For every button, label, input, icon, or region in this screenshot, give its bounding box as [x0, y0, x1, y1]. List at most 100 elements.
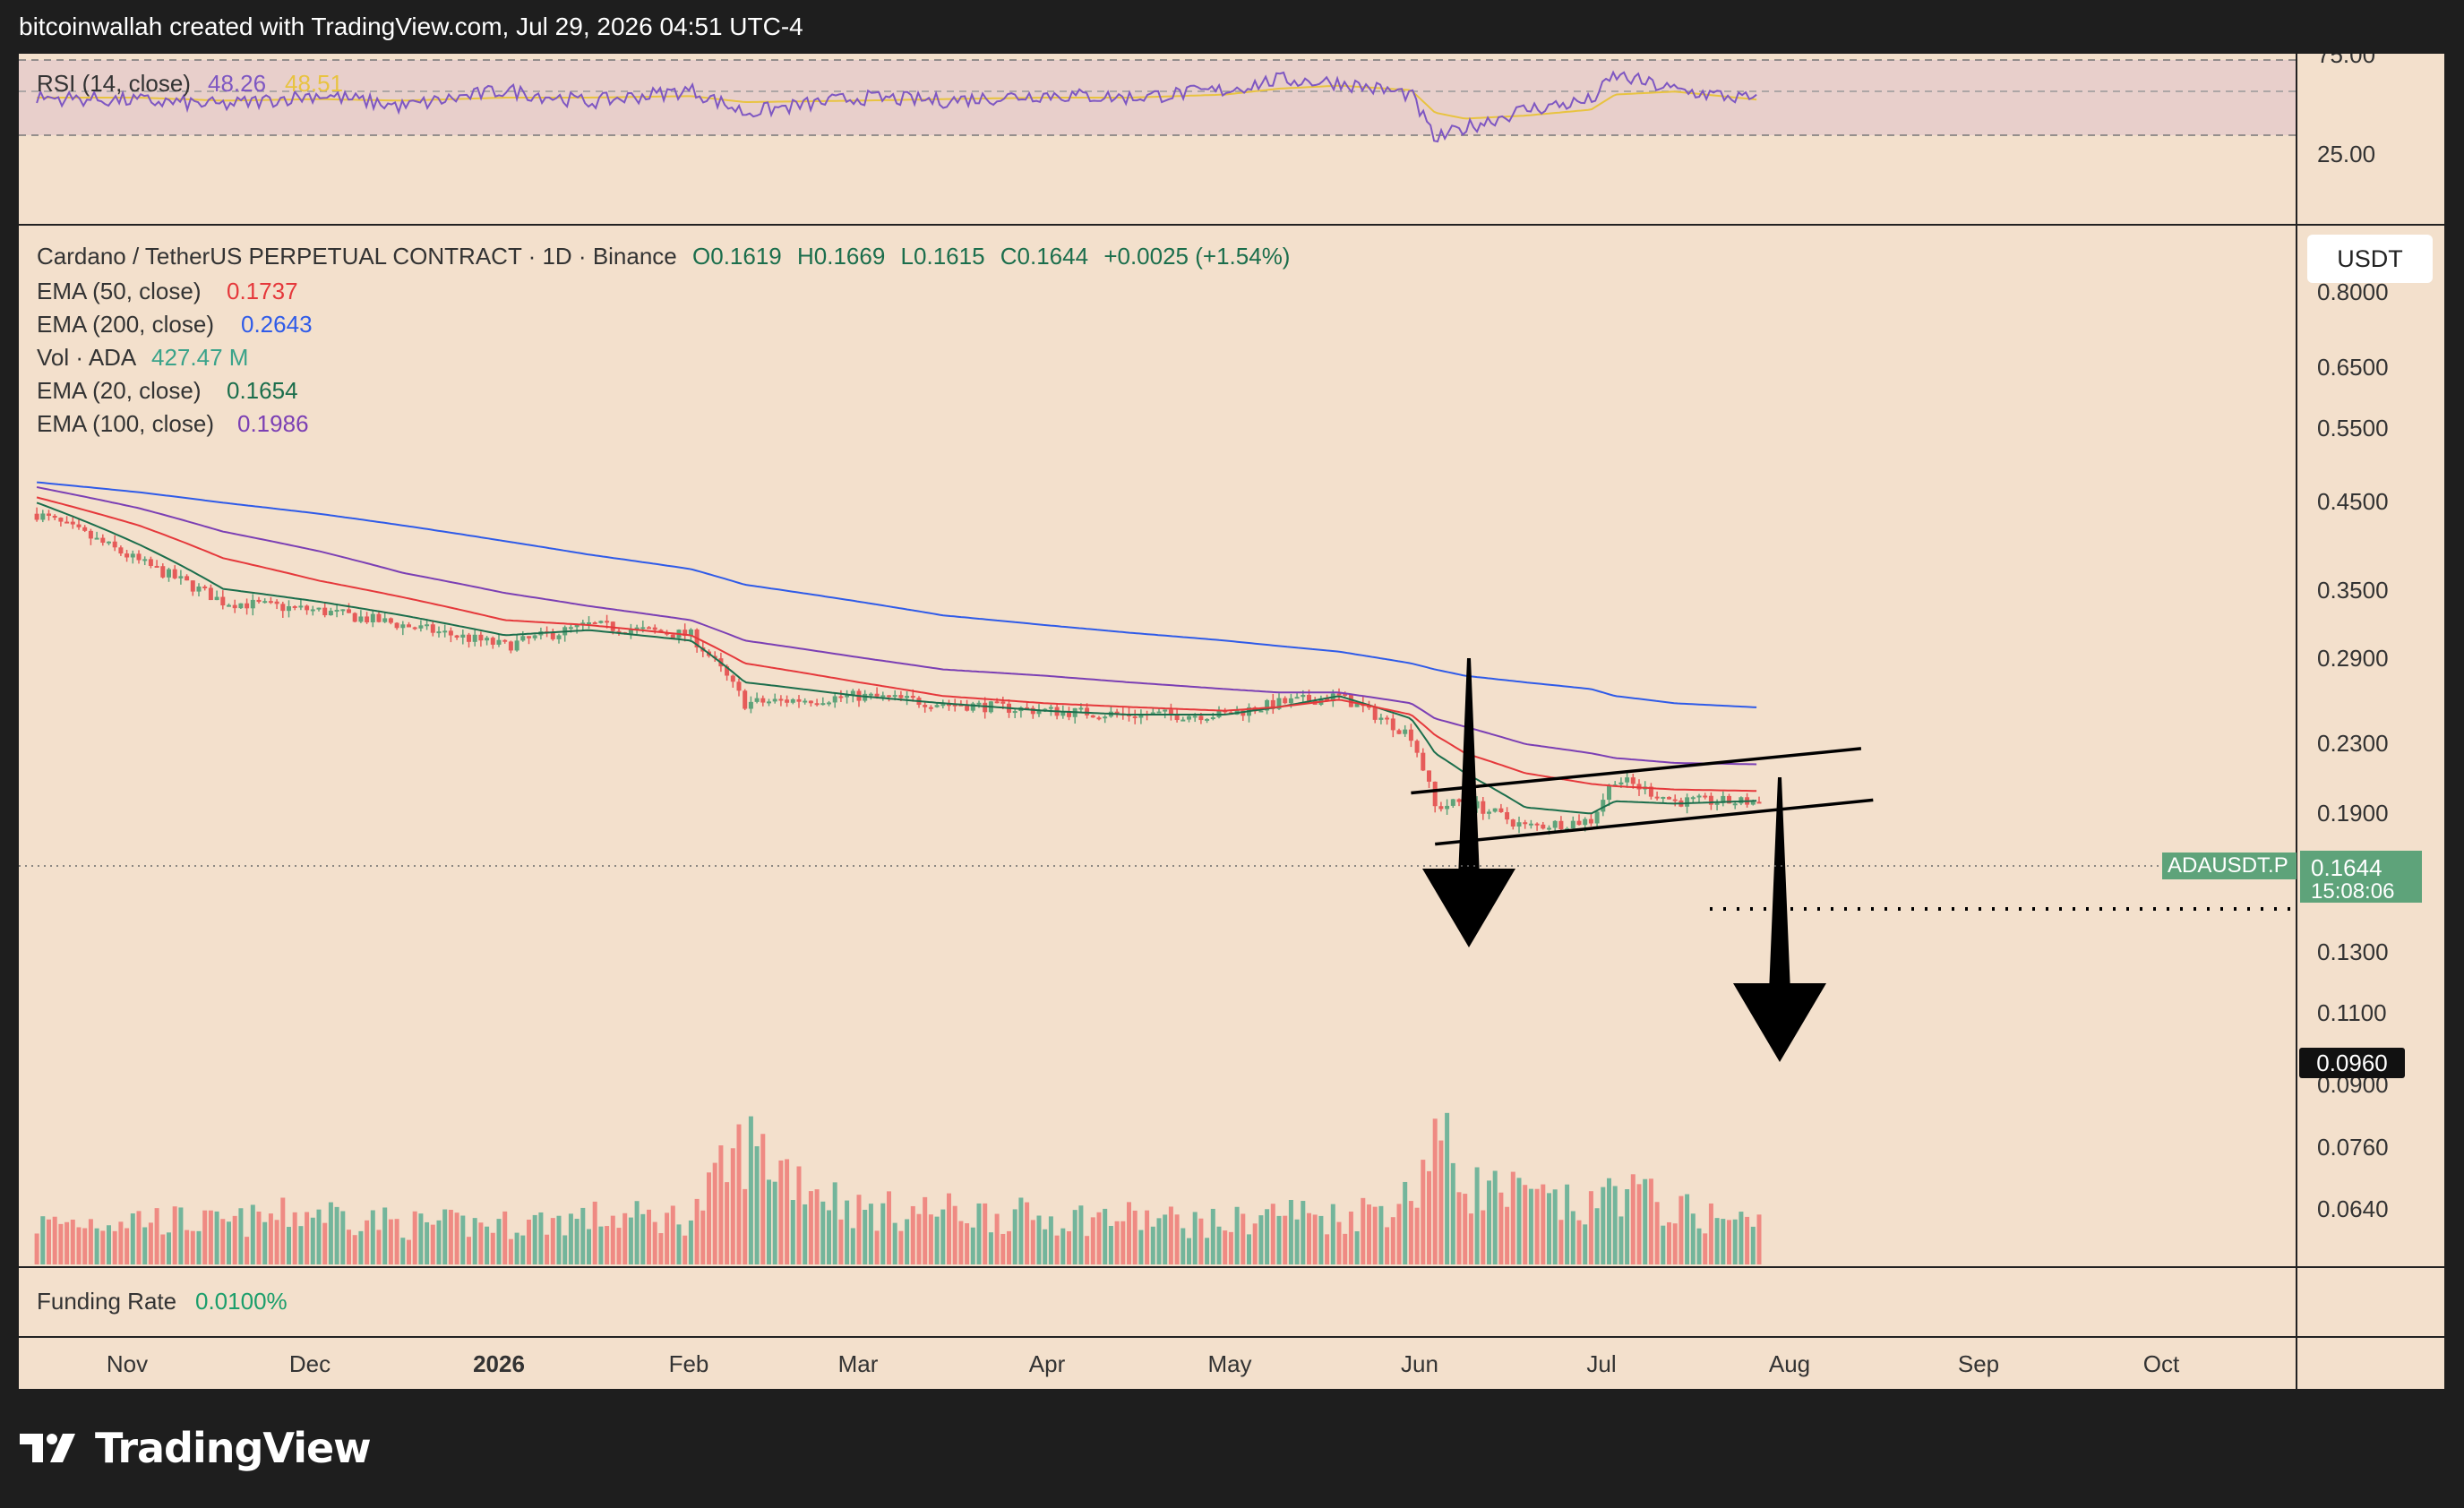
volume-bar [1054, 1235, 1060, 1264]
candle-body [1445, 805, 1450, 810]
volume-bar [1330, 1204, 1335, 1264]
volume-bar [227, 1221, 231, 1264]
price-tick: 0.3500 [2317, 577, 2389, 604]
month-tick: Feb [668, 1350, 709, 1377]
volume-bar [376, 1230, 382, 1264]
candle-body [1528, 823, 1533, 826]
volume-bar [856, 1195, 862, 1264]
candle-body [1558, 820, 1564, 830]
candle-body [1103, 716, 1108, 719]
volume-bar [1180, 1228, 1186, 1264]
price-tick: 0.1300 [2317, 938, 2389, 965]
candle-body [1408, 729, 1413, 741]
candle-body [1630, 777, 1636, 784]
volume-bar [400, 1238, 406, 1264]
candle-body [845, 695, 850, 698]
volume-bar [665, 1212, 670, 1264]
volume-bar [220, 1219, 226, 1264]
volume-bar [1468, 1213, 1473, 1264]
rsi-label: RSI (14, close) [37, 70, 191, 97]
volume-bar [1654, 1202, 1660, 1264]
volume-bar [256, 1212, 262, 1264]
month-tick: Sep [1957, 1350, 2000, 1377]
volume-bar [34, 1233, 39, 1264]
candle-body [1432, 781, 1438, 807]
candle-body [232, 604, 237, 609]
volume-bar [442, 1209, 448, 1264]
candle-body [1714, 802, 1720, 805]
chart-canvas[interactable] [19, 54, 2444, 1389]
volume-bar [130, 1213, 135, 1264]
candle-body [425, 624, 430, 627]
volume-bar [1396, 1204, 1402, 1264]
volume-bar [1060, 1228, 1066, 1264]
volume-bar [1018, 1197, 1024, 1264]
volume-bar [983, 1203, 988, 1264]
chart-area[interactable]: RSI (14, close) 48.26 48.51 75.00 25.00 … [19, 54, 2444, 1389]
candle-body [178, 576, 184, 578]
candle-body [1060, 711, 1066, 716]
currency-button[interactable]: USDT [2307, 235, 2433, 283]
volume-bar [1132, 1210, 1138, 1264]
candle-body [1025, 707, 1030, 709]
candle-body [1498, 808, 1504, 812]
volume-bar [545, 1234, 550, 1264]
candle-body [305, 605, 310, 611]
candle-body [1625, 777, 1630, 783]
volume-bar [1307, 1212, 1311, 1264]
month-tick: Nov [106, 1350, 149, 1377]
volume-bar [1127, 1202, 1131, 1264]
candle-body [130, 553, 135, 558]
volume-bar [634, 1201, 640, 1264]
price-axis-divider [2296, 54, 2297, 1389]
volume-bar [1594, 1208, 1600, 1264]
volume-bar [274, 1220, 279, 1264]
candle-body [442, 630, 448, 633]
volume-bar [1187, 1238, 1191, 1264]
candle-body [220, 596, 226, 606]
candle-body [190, 580, 195, 592]
volume-bar [1528, 1188, 1533, 1264]
candle-body [70, 521, 75, 525]
candle-body [1294, 697, 1300, 699]
volume-bar [82, 1228, 88, 1264]
candle-body [1168, 709, 1173, 715]
volume-bar [250, 1204, 255, 1264]
candle-body [167, 569, 171, 578]
candle-body [436, 631, 442, 634]
volume-bar [1378, 1205, 1384, 1264]
volume-bar [1192, 1212, 1198, 1264]
volume-bar [916, 1213, 922, 1264]
candle-body [358, 616, 364, 622]
ema50-label: EMA (50, close) [37, 278, 202, 304]
volume-bar [670, 1205, 675, 1264]
tradingview-logo[interactable]: TradingView [20, 1424, 372, 1472]
candle-body [1414, 741, 1420, 753]
candle-body [610, 621, 615, 631]
volume-bar [514, 1232, 519, 1264]
volume-bar [1012, 1209, 1017, 1264]
volume-label: Vol · ADA [37, 344, 137, 371]
volume-bar [658, 1233, 664, 1264]
candle-body [1547, 827, 1551, 830]
volume-bar [305, 1212, 310, 1264]
candle-body [214, 596, 219, 601]
candle-body [574, 624, 580, 628]
candle-body [730, 675, 735, 682]
volume-bar [556, 1215, 562, 1264]
volume-bar [1163, 1214, 1168, 1264]
volume-bar [970, 1227, 975, 1264]
volume-bar [1450, 1162, 1455, 1264]
volume-bar [1745, 1216, 1750, 1264]
volume-bar [460, 1215, 466, 1264]
volume-bar [1523, 1185, 1528, 1264]
volume-bar [1247, 1234, 1251, 1264]
candle-body [1078, 707, 1084, 710]
volume-bar [1576, 1220, 1582, 1264]
volume-bar [790, 1200, 795, 1264]
volume-bar [838, 1219, 844, 1264]
candle-body [1576, 820, 1582, 826]
volume-bar [640, 1213, 646, 1264]
volume-bar [167, 1232, 171, 1264]
volume-bar [1343, 1233, 1348, 1264]
